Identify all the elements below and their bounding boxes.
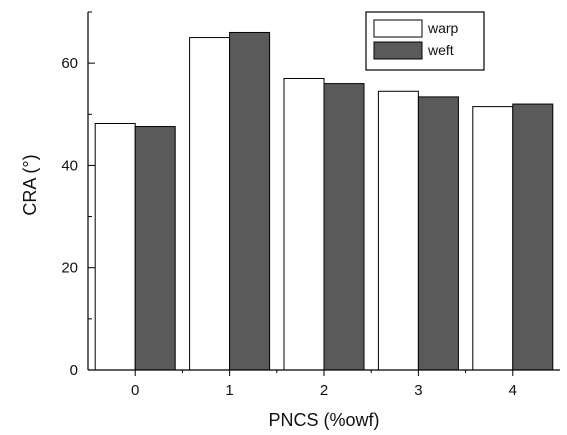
bar-warp-4 (472, 106, 514, 371)
x-tick-label-0: 0 (131, 382, 139, 399)
legend-swatch-weft (373, 41, 423, 60)
y-tick-label-60: 60 (61, 55, 78, 72)
y-axis-title: CRA (°) (20, 154, 40, 215)
x-axis-title: PNCS (%owf) (268, 410, 379, 430)
bar-warp-0 (94, 122, 136, 371)
bar-warp-3 (377, 90, 419, 371)
x-tick-label-4: 4 (509, 382, 517, 399)
bar-weft-4 (512, 103, 554, 371)
y-tick-label-20: 20 (61, 260, 78, 277)
bar-weft-0 (134, 126, 176, 371)
y-tick-label-0: 0 (70, 362, 78, 379)
bar-weft-2 (323, 83, 365, 371)
legend-label-warp: warp (427, 20, 459, 36)
x-tick-label-3: 3 (414, 382, 422, 399)
x-tick-label-2: 2 (320, 382, 328, 399)
legend-label-weft: weft (427, 42, 454, 58)
bar-weft-1 (229, 31, 271, 371)
bar-warp-2 (283, 77, 325, 371)
y-tick-label-40: 40 (61, 157, 78, 174)
legend-swatch-warp (373, 19, 423, 38)
x-tick-label-1: 1 (225, 382, 233, 399)
bar-warp-1 (189, 37, 231, 371)
ticks-layer: 0 20 40 60 0 1 2 3 4 (61, 11, 517, 399)
bar-weft-3 (417, 96, 459, 371)
bars-layer (94, 31, 554, 371)
legend: warp weft (365, 11, 485, 71)
